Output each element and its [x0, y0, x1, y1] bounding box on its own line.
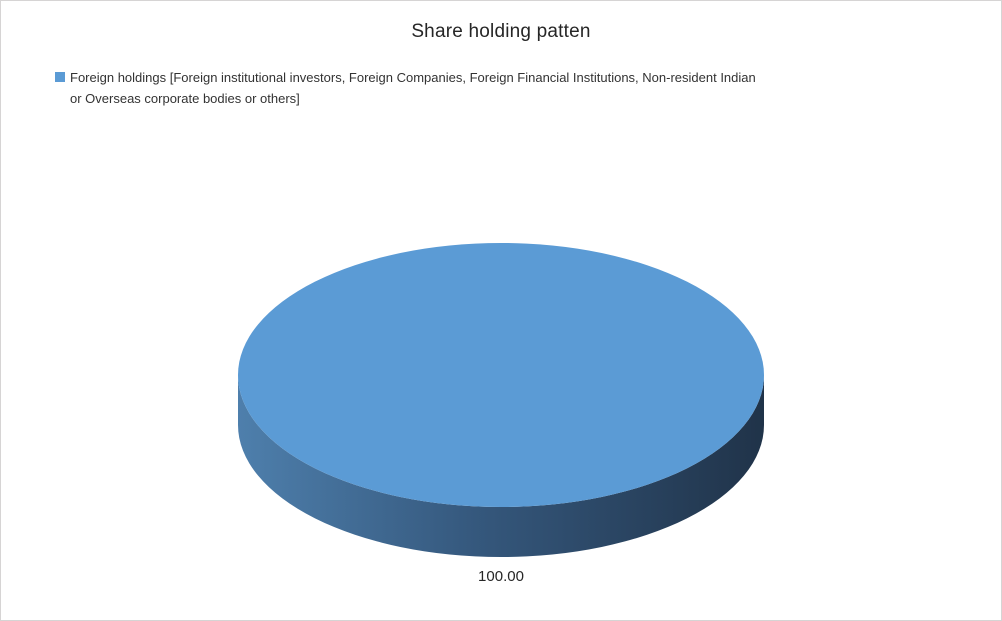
pie-slice-side: [238, 375, 764, 557]
legend: Foreign holdings [Foreign institutional …: [55, 67, 756, 109]
pie-slice-top: [238, 243, 764, 507]
legend-swatch-rect: [55, 72, 65, 82]
legend-label-line-1: Foreign holdings [Foreign institutional …: [70, 70, 756, 85]
chart-title: Share holding patten: [411, 21, 591, 42]
legend-label: Foreign holdings [Foreign institutional …: [70, 67, 756, 109]
legend-label-line-2: or Overseas corporate bodies or others]: [70, 91, 300, 106]
data-label-value: 100.00: [478, 568, 524, 585]
legend-swatch-icon: [55, 72, 65, 82]
